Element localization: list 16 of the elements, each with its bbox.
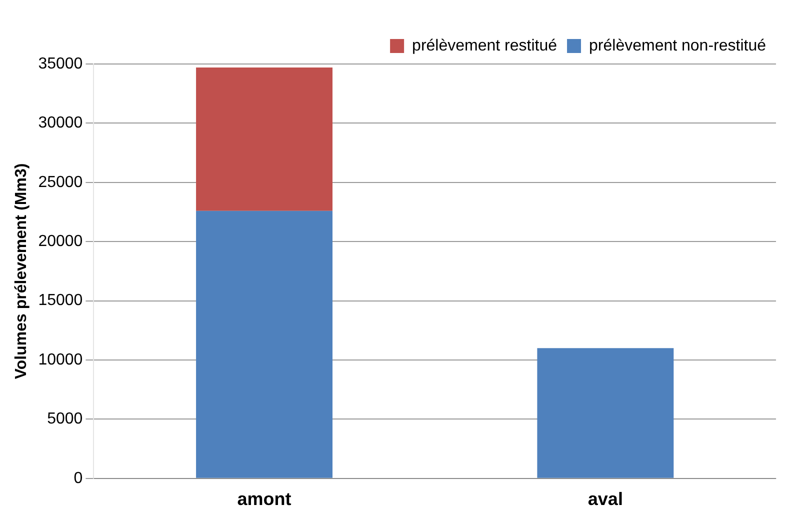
y-tick-label: 5000 [47,410,83,428]
x-tick-label: aval [588,489,623,510]
bar [196,68,332,211]
y-tick-label: 10000 [38,351,83,368]
legend-label: prélèvement non-restitué [589,37,766,54]
y-tick-label: 20000 [38,233,83,250]
y-tick-label: 25000 [38,174,83,191]
x-tick-label: amont [237,489,292,510]
y-tick-label: 30000 [38,114,83,132]
bar [537,348,674,478]
y-tick-label: 0 [74,470,83,487]
legend-label: prélèvement restitué [412,37,558,54]
y-tick-label: 35000 [38,55,83,72]
y-tick-label: 15000 [38,292,83,310]
bar [196,210,332,478]
y-axis-title: Volumes prélevement (Mm3) [13,163,30,380]
